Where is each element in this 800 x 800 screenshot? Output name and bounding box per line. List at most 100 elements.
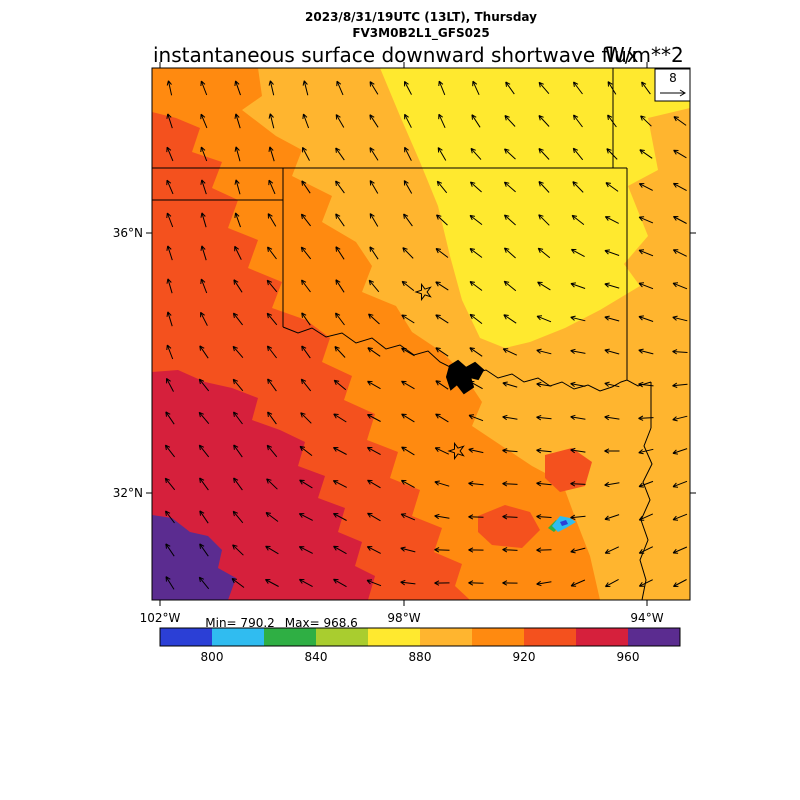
wind-arrow [503,247,516,259]
wind-arrow [267,246,277,260]
wind-arrow [199,510,209,524]
wind-arrow [232,510,244,524]
wind-arrow [572,181,584,193]
colorbar-segment [264,628,317,646]
wind-arrow [672,448,688,455]
wind-arrow [468,481,484,487]
wind-arrow [434,447,450,455]
wind-arrow [604,381,620,388]
wind-arrow [367,479,381,489]
wind-arrow [166,212,174,228]
wind-arrow [536,514,552,520]
wind-arrow [638,282,654,290]
wind-arrow [265,512,279,522]
wind-arrow [367,380,381,390]
wind-arrow [604,514,620,521]
wind-arrow [571,214,585,225]
border-texas-louisiana [639,427,653,600]
wind-arrow [403,180,413,194]
wind-arrow [332,513,347,521]
wind-arrow [369,180,379,194]
wind-arrow [570,315,586,322]
wind-arrow [604,414,620,421]
wind-arrow [264,579,279,587]
wind-arrow [503,280,517,292]
wind-arrow [200,113,208,129]
colorbar-tick-label: 800 [201,650,224,664]
contour-region-patch-920-940-east [545,448,592,492]
wind-arrow [672,249,687,257]
colorbar: 800 840 880 920 960 [159,627,681,664]
wind-arrow [332,480,347,488]
wind-arrow [301,180,311,194]
wind-arrow [267,213,277,227]
wind-arrow [200,212,207,228]
wind-arrow [672,315,688,322]
contour-region-speck-780-800 [560,520,568,526]
wind-arrow [234,113,241,129]
wind-arrow [607,114,617,128]
wind-arrow [267,411,277,425]
wind-arrow [332,447,347,455]
min-label: Min= 790.2 [205,616,275,630]
wind-arrow [233,279,243,293]
wind-arrow [164,477,176,491]
colorbar-tick-label: 920 [513,650,536,664]
reference-vector-value: 8 [669,71,677,85]
wind-arrow [199,477,209,491]
colorbar-segment [524,628,577,646]
wind-arrow [572,147,584,161]
wind-arrow [538,148,550,160]
colorbar-segment [160,628,213,646]
wind-arrow [502,481,518,487]
wind-arrow [471,114,481,128]
wind-arrow [166,179,174,195]
wind-arrow [302,80,309,96]
wind-arrow [333,545,347,555]
wind-arrow [335,312,345,326]
wind-arrow [165,510,175,524]
wind-arrow [638,348,654,355]
wind-arrow [570,514,586,520]
wind-arrow [638,216,654,224]
wind-arrow [502,381,518,388]
wind-arrow [299,445,313,456]
wind-arrow [401,446,415,456]
wind-arrow [570,282,586,289]
wind-arrow [366,579,382,587]
wind-arrow [435,380,449,390]
wind-arrow [200,278,208,294]
wind-arrow [639,149,653,159]
colorbar-segment [472,628,525,646]
wind-arrow [640,115,652,127]
wind-arrow [301,345,311,359]
wind-arrow [198,378,210,392]
wind-arrow [570,414,586,421]
wind-arrow [504,148,516,160]
contour-region-patch-920-940-south [478,505,540,548]
wind-arrow [536,448,552,454]
wind-arrow [400,513,416,521]
wind-arrow [266,345,277,359]
wind-arrow [333,578,347,588]
wind-arrow [672,415,688,422]
wind-arrow [367,512,381,522]
wind-arrow [672,382,688,388]
wind-arrow [604,448,620,454]
wind-arrow [672,546,688,554]
wind-arrow [469,281,483,291]
wind-arrow [401,413,415,423]
wind-arrow [469,214,483,225]
wind-arrow [470,147,482,160]
wind-arrow [605,182,619,192]
wind-arrow [404,113,412,128]
wind-arrow [570,447,586,454]
wind-arrow [536,315,552,323]
wind-arrow [435,248,449,258]
wind-arrow [166,377,174,392]
wind-arrow [198,411,210,425]
colorbar-tick-label: 880 [409,650,432,664]
wind-arrow [604,216,619,224]
lon-tick-label: 102°W [140,611,181,625]
